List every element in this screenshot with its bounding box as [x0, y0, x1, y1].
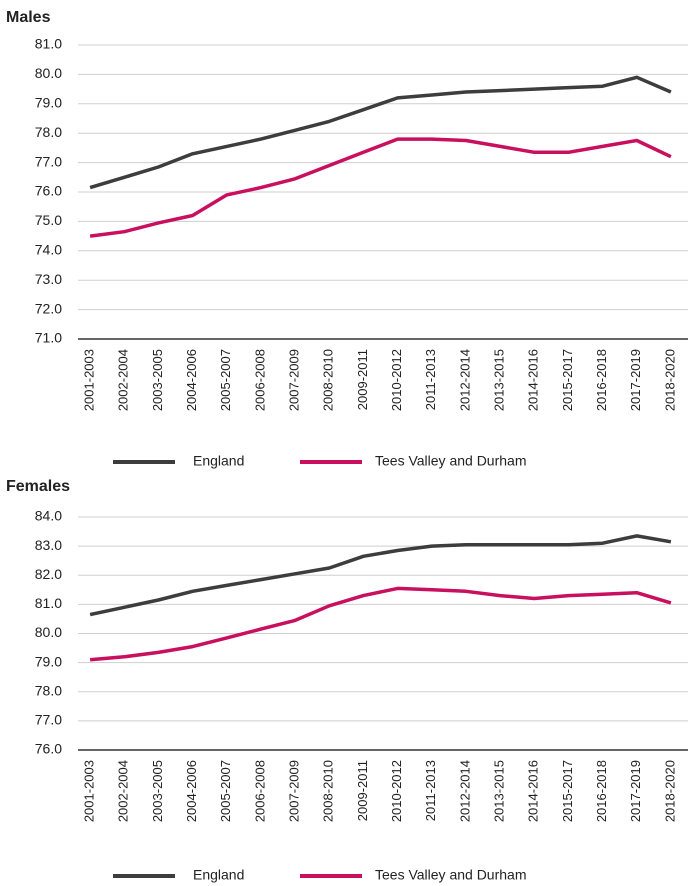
y-tick-label: 81.0 [35, 595, 62, 611]
x-tick-label: 2016-2018 [594, 760, 609, 822]
series-line [89, 75, 672, 190]
series-line [89, 137, 672, 238]
x-tick-label: 2015-2017 [560, 349, 575, 411]
y-tick-label: 79.0 [35, 653, 62, 669]
y-tick-label: 75.0 [35, 212, 62, 228]
x-tick-label: 2001-2003 [82, 349, 97, 411]
y-tick-label: 79.0 [35, 95, 62, 111]
y-tick-label: 77.0 [35, 153, 62, 169]
x-tick-label: 2009-2011 [355, 349, 370, 410]
y-tick-label: 77.0 [35, 712, 62, 728]
y-tick-label: 74.0 [35, 242, 62, 258]
x-tick-label: 2007-2009 [287, 349, 302, 411]
x-tick-label: 2010-2012 [389, 760, 404, 822]
y-tick-label: 73.0 [35, 271, 62, 287]
y-tick-label: 76.0 [35, 183, 62, 199]
y-tick-label: 81.0 [35, 36, 62, 52]
x-tick-label: 2013-2015 [492, 760, 507, 822]
x-tick-label: 2007-2009 [287, 760, 302, 822]
x-tick-label: 2003-2005 [150, 349, 165, 411]
x-tick-label: 2003-2005 [150, 760, 165, 822]
y-tick-label: 82.0 [35, 566, 62, 582]
chart-title: Males [6, 9, 51, 26]
x-tick-label: 2018-2020 [662, 349, 677, 411]
x-tick-label: 2015-2017 [560, 760, 575, 822]
x-tick-label: 2011-2013 [423, 349, 438, 410]
x-tick-label: 2005-2007 [218, 349, 233, 411]
y-tick-label: 78.0 [35, 682, 62, 698]
x-tick-label: 2001-2003 [82, 760, 97, 822]
x-tick-label: 2006-2008 [252, 760, 267, 822]
legend-label: England [193, 867, 244, 883]
x-tick-label: 2006-2008 [252, 349, 267, 411]
y-tick-label: 83.0 [35, 537, 62, 553]
y-tick-label: 78.0 [35, 124, 62, 140]
x-tick-label: 2012-2014 [457, 760, 472, 822]
x-tick-label: 2008-2010 [321, 349, 336, 411]
x-tick-label: 2009-2011 [355, 760, 370, 821]
x-tick-label: 2011-2013 [423, 760, 438, 821]
x-tick-label: 2005-2007 [218, 760, 233, 822]
x-tick-label: 2002-2004 [116, 760, 131, 822]
x-tick-label: 2016-2018 [594, 349, 609, 411]
x-tick-label: 2017-2019 [628, 760, 643, 822]
x-tick-label: 2012-2014 [457, 349, 472, 411]
series-line [89, 586, 672, 662]
chart-title: Females [6, 478, 70, 495]
y-tick-label: 76.0 [35, 741, 62, 757]
y-tick-label: 80.0 [35, 624, 62, 640]
y-tick-label: 80.0 [35, 65, 62, 81]
x-tick-label: 2004-2006 [184, 349, 199, 411]
legend-label: Tees Valley and Durham [375, 453, 526, 469]
x-tick-label: 2014-2016 [526, 349, 541, 411]
x-tick-label: 2014-2016 [526, 760, 541, 822]
y-tick-label: 72.0 [35, 300, 62, 316]
x-tick-label: 2010-2012 [389, 349, 404, 411]
legend-label: England [193, 453, 244, 469]
x-tick-label: 2008-2010 [321, 760, 336, 822]
x-tick-label: 2013-2015 [492, 349, 507, 411]
y-tick-label: 84.0 [35, 508, 62, 524]
x-tick-label: 2004-2006 [184, 760, 199, 822]
x-tick-label: 2002-2004 [116, 349, 131, 411]
series-line [89, 534, 672, 617]
legend-label: Tees Valley and Durham [375, 867, 526, 883]
y-tick-label: 71.0 [35, 330, 62, 346]
x-tick-label: 2018-2020 [662, 760, 677, 822]
x-tick-label: 2017-2019 [628, 349, 643, 411]
